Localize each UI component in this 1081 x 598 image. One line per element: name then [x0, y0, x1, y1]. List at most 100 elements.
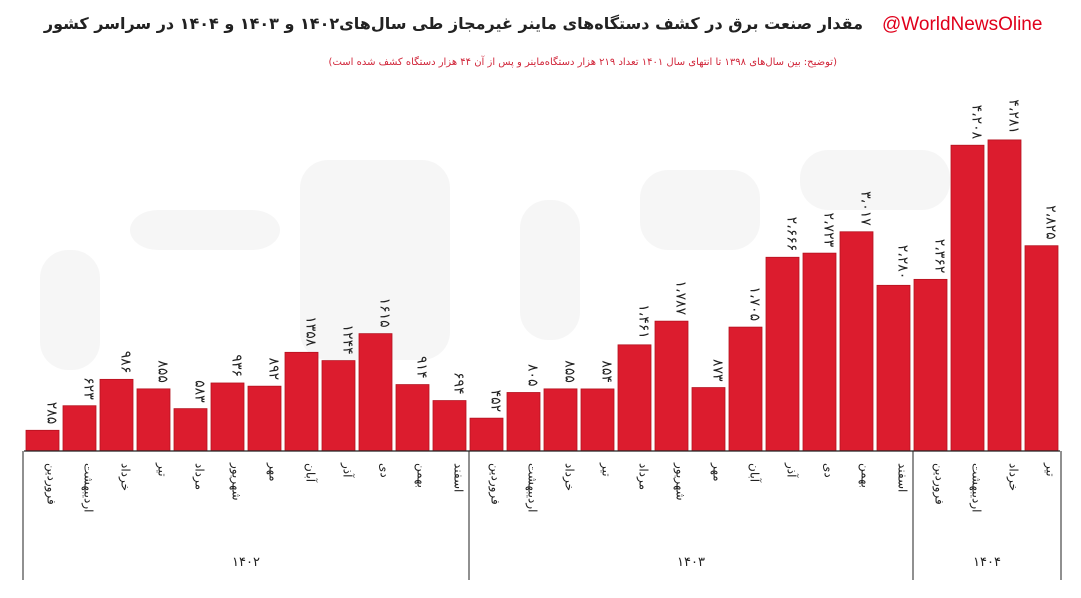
value-label: ۶۲۳ [81, 377, 97, 400]
bar [617, 344, 652, 452]
month-tick-label: بهمن [858, 463, 873, 488]
month-tick-label: مرداد [192, 463, 207, 490]
value-label: ۳،۰۱۷ [858, 191, 874, 226]
bar [432, 400, 467, 452]
year-group-label: ۱۴۰۳ [677, 555, 705, 570]
value-label: ۲،۷۲۳ [821, 213, 837, 248]
value-label: ۹۸۶ [118, 351, 134, 374]
month-tick-label: اردیبهشت [969, 463, 984, 512]
bar [506, 392, 541, 452]
bar [284, 351, 319, 452]
bar [765, 256, 800, 452]
month-tick-label: آذر [784, 462, 800, 478]
value-label: ۱۳۵۸ [303, 316, 319, 347]
month-tick-label: دی [822, 463, 836, 478]
value-label: ۶۹۴ [451, 372, 467, 395]
month-tick-label: مهر [710, 462, 725, 482]
month-tick-label: مرداد [636, 463, 651, 490]
value-label: ۸۷۳ [710, 359, 726, 382]
value-label: ۸۵۴ [599, 360, 615, 383]
watermark-shape [40, 250, 100, 370]
bar [358, 333, 393, 452]
value-label: ۱،۷۰۵ [747, 286, 763, 321]
watermark-shape [300, 160, 450, 360]
chart-header: مقدار صنعت برق در کشف دستگاه‌های ماینر غ… [0, 0, 1081, 80]
month-tick-label: بهمن [414, 463, 429, 488]
bar [987, 139, 1022, 452]
bar [173, 408, 208, 452]
bars-layer [25, 139, 1059, 452]
value-label: ۱،۷۸۷ [673, 281, 689, 316]
month-tick-label: اردیبهشت [81, 463, 96, 512]
bar [654, 320, 689, 452]
month-tick-label: فروردین [488, 463, 503, 505]
chart-title: مقدار صنعت برق در کشف دستگاه‌های ماینر غ… [43, 14, 863, 33]
month-tick-label: شهریور [673, 462, 688, 501]
bar [876, 284, 911, 452]
month-tick-label: خرداد [118, 463, 133, 491]
month-tick-label: تیر [599, 462, 614, 477]
month-tick-label: خرداد [562, 463, 577, 491]
month-tick-label: آبان [304, 463, 319, 483]
bar [25, 429, 60, 452]
value-label: ۲،۸۲۵ [1043, 205, 1059, 240]
bar [691, 387, 726, 452]
value-label: ۵۸۳ [192, 380, 208, 403]
value-label: ۴،۲۸۱ [1006, 99, 1022, 134]
watermark-shape [800, 150, 950, 210]
month-tick-label: مهر [266, 462, 281, 482]
value-label: ۸۵۵ [155, 360, 171, 383]
bar [913, 278, 948, 452]
value-label: ۸۵۵ [562, 360, 578, 383]
month-tick-label: آبان [748, 463, 763, 483]
value-label: ۴،۲۰۸ [969, 105, 985, 140]
month-tick-label: دی [378, 463, 392, 478]
chart-subtitle: (توضیح: بین سال‌های ۱۳۹۸ تا انتهای سال ۱… [328, 57, 837, 68]
value-label: ۸۹۲ [266, 358, 282, 381]
x-axis: فروردین اردیبهشت خرداد تیر مرداد شهریور مهر آبا… [22, 450, 1062, 580]
bar [802, 252, 837, 452]
bar [839, 231, 874, 452]
bar [395, 384, 430, 452]
value-label: ۱۶۱۵ [377, 298, 393, 328]
value-label: ۸۰۵ [525, 364, 541, 387]
value-label: ۴۵۲ [488, 390, 504, 413]
bar [1024, 245, 1059, 452]
year-group-label: ۱۴۰۲ [232, 555, 260, 570]
month-tick-label: اسفند [452, 463, 466, 492]
month-tick-label: فروردین [932, 463, 947, 505]
value-label: ۱۲۴۴ [340, 325, 356, 355]
month-tick-label: اسفند [896, 463, 910, 492]
value-label: ۱،۴۶۱ [636, 304, 652, 339]
watermark-shape [130, 210, 280, 250]
value-label: ۲،۳۶۲ [932, 239, 948, 274]
month-tick-label: تیر [1043, 462, 1058, 477]
month-tick-label: فروردین [44, 463, 59, 505]
value-label: ۲،۶۶۶ [784, 217, 800, 252]
month-tick-label: شهریور [229, 462, 244, 501]
year-group-label: ۱۴۰۴ [973, 555, 1001, 570]
bar [99, 378, 134, 452]
bar [247, 385, 282, 452]
month-tick-label: خرداد [1006, 463, 1021, 491]
month-tick-label: اردیبهشت [525, 463, 540, 512]
bar [728, 326, 763, 452]
bar [469, 417, 504, 452]
value-labels-layer: ۲۸۵ ۶۲۳ ۹۸۶ ۸۵۵ ۵۸۳ ۹۳۶ ۸۹۲ ۱۳۵۸ ۱۲۴۴ ۱۶۱۵ ۹۱۴ ۶۹۴ ۴… [44, 99, 1059, 424]
month-tick-label: تیر [155, 462, 170, 477]
bar [62, 405, 97, 452]
bar [580, 388, 615, 452]
value-label: ۲،۲۸۰ [895, 245, 911, 280]
bar [321, 360, 356, 452]
watermark-shape [640, 170, 760, 250]
bar [950, 144, 985, 452]
bar [210, 382, 245, 452]
value-label: ۲۸۵ [44, 402, 60, 425]
month-tick-label: آذر [340, 462, 356, 478]
bar [136, 388, 171, 452]
watermark-shape [520, 200, 580, 340]
watermark-handle: @WorldNewsOline [882, 14, 1043, 35]
bar [543, 388, 578, 452]
value-label: ۹۳۶ [229, 354, 245, 377]
